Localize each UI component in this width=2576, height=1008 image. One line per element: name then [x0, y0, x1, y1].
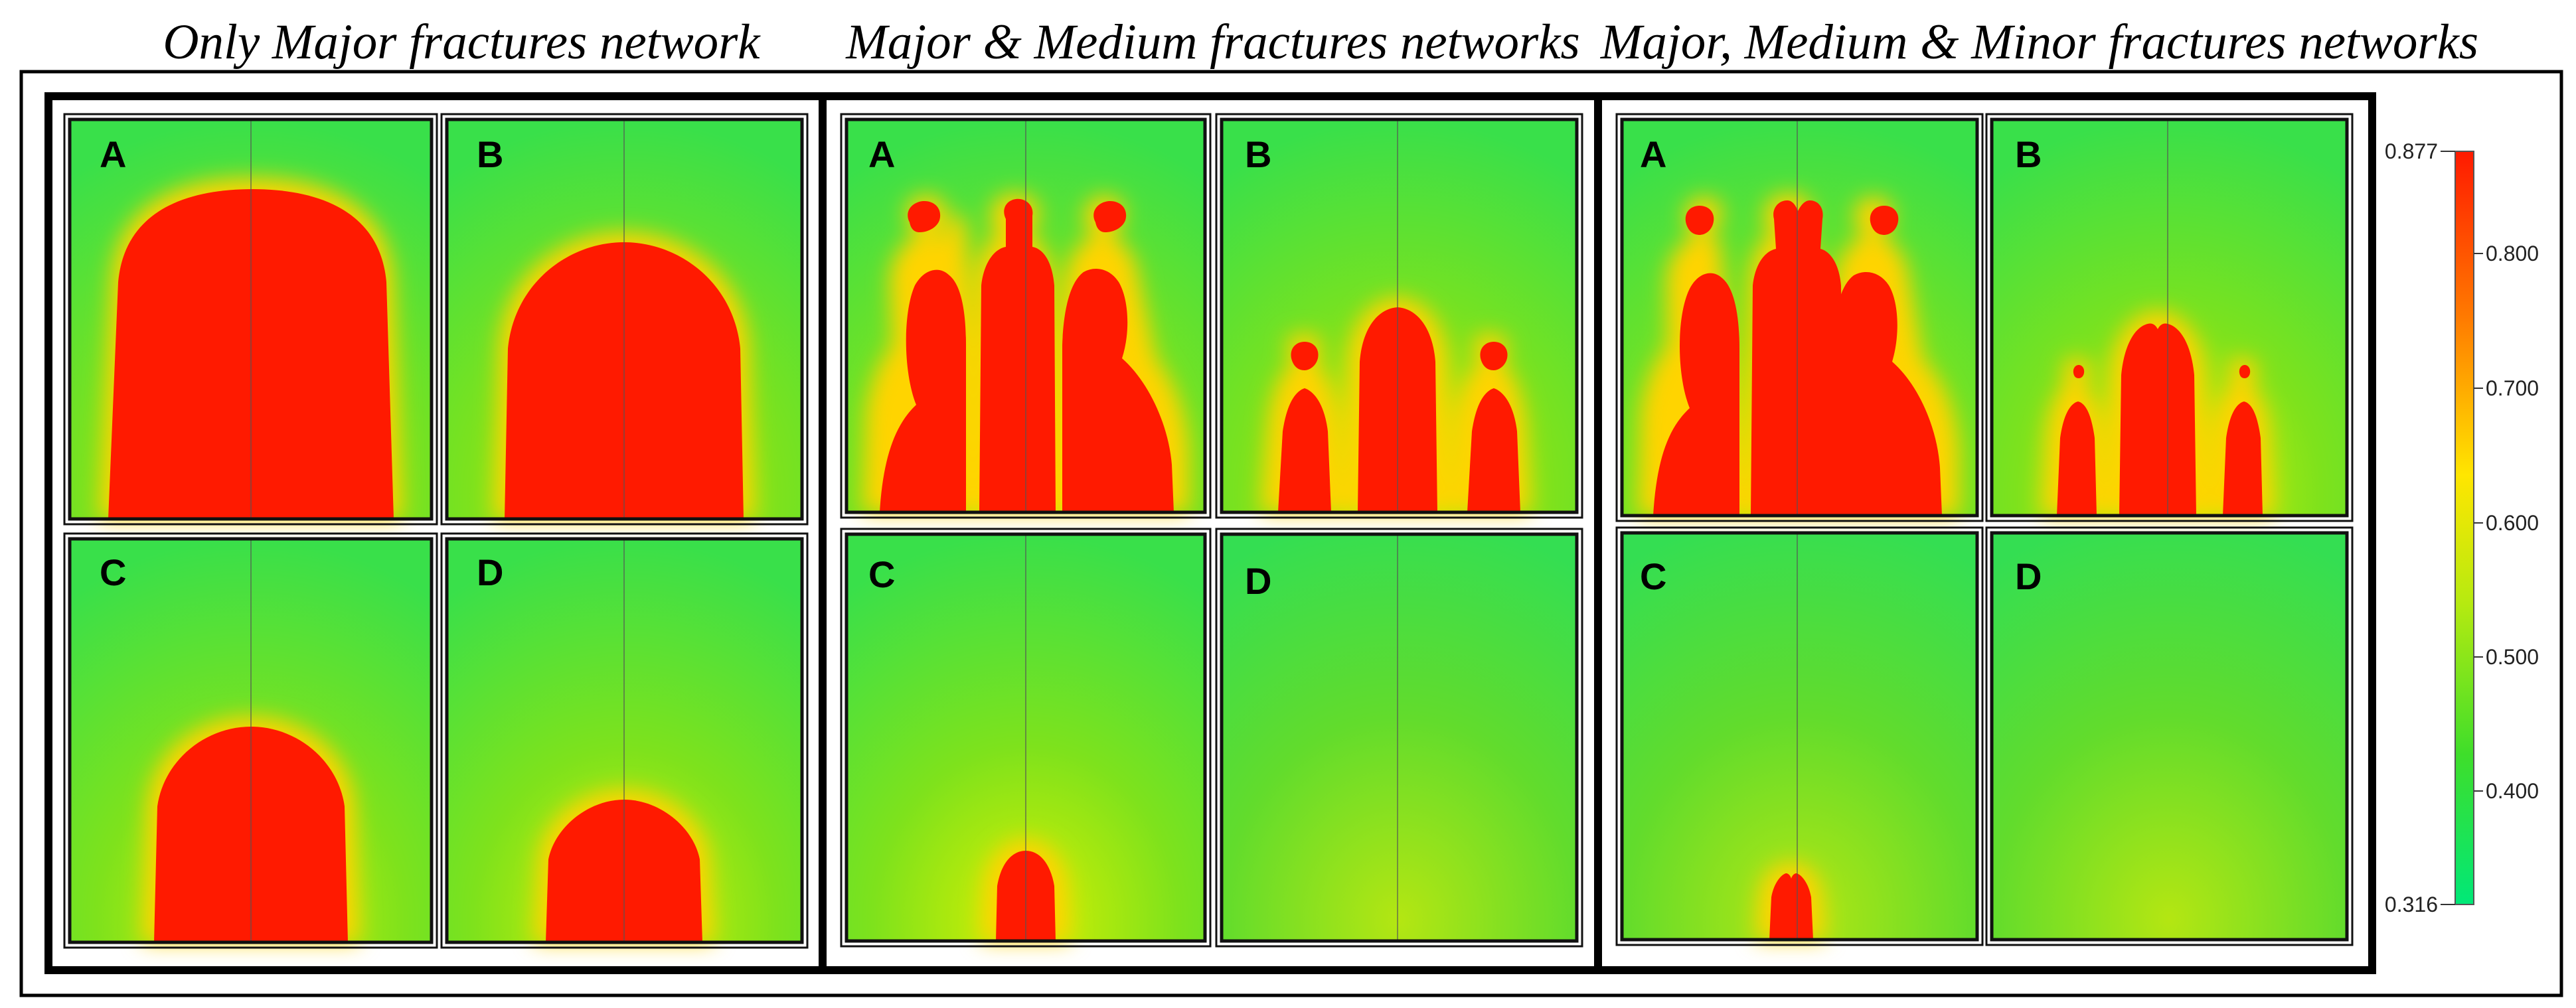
colorbar-tick-label: 0.400 — [2486, 779, 2539, 803]
colorbar-tick-label: 0.600 — [2486, 511, 2539, 535]
panel-2a: A — [840, 113, 1212, 519]
panel-label-b: B — [477, 133, 503, 175]
panel-1c: C — [63, 532, 438, 949]
panel-1a: A — [63, 113, 438, 526]
colorbar-min-label: 0.316 — [2385, 893, 2438, 916]
panel-label-d: D — [1245, 560, 1271, 602]
panel-label-c: C — [100, 551, 126, 593]
panel-label-b: B — [2015, 133, 2042, 175]
title-major-only: Only Major fractures network — [163, 15, 761, 70]
panel-label-c: C — [868, 553, 895, 595]
panel-label-b: B — [1245, 133, 1271, 175]
colorbar-max-label: 0.877 — [2385, 139, 2438, 163]
panel-label-c: C — [1640, 555, 1666, 597]
panel-label-a: A — [100, 133, 126, 175]
panel-2d: D — [1215, 528, 1583, 948]
colorbar-gradient — [2455, 151, 2474, 905]
panel-2c: C — [840, 528, 1212, 948]
group-frame-3 — [1594, 92, 2376, 974]
title-major-medium: Major & Medium fractures networks — [845, 15, 1579, 70]
panel-label-d: D — [2015, 555, 2042, 597]
panel-3a: A — [1615, 113, 1984, 522]
colorbar: 0.877 0.316 0.800 0.700 0.600 0.500 0.40… — [2385, 139, 2539, 916]
panel-1b: B — [440, 113, 809, 526]
panel-2b: B — [1215, 113, 1583, 519]
panel-1d: D — [440, 532, 809, 949]
colorbar-tick-label: 0.700 — [2486, 376, 2539, 400]
panel-label-d: D — [477, 551, 503, 593]
panel-3d: D — [1985, 526, 2354, 946]
panel-label-a: A — [1640, 133, 1666, 175]
panel-label-a: A — [868, 133, 895, 175]
panel-3c: C — [1615, 526, 1984, 946]
panel-3b: B — [1985, 113, 2354, 522]
colorbar-tick-label: 0.500 — [2486, 645, 2539, 669]
title-major-medium-minor: Major, Medium & Minor fractures networks — [1600, 15, 2478, 70]
colorbar-tick-label: 0.800 — [2486, 242, 2539, 265]
